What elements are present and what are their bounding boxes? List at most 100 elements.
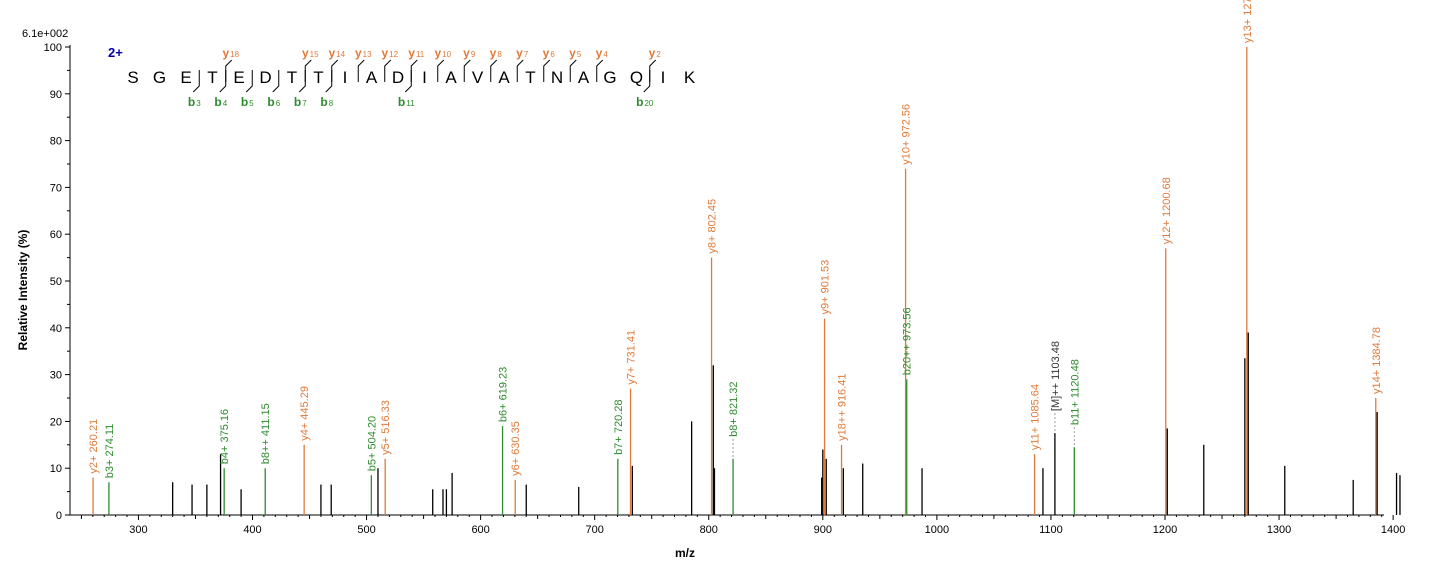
- y-ion-label: y18: [222, 46, 239, 60]
- amino-acid: I: [422, 68, 427, 87]
- y-ion-label: y5: [569, 46, 582, 60]
- peak-label: y5+ 516.33: [380, 400, 392, 455]
- b-ion-label: b8: [320, 95, 333, 109]
- y-ion-letter: y: [302, 46, 309, 60]
- x-tick-label: 1300: [1267, 524, 1291, 536]
- b-ion-letter: b: [267, 95, 274, 109]
- y-ion-letter: y: [222, 46, 229, 60]
- amino-acid: G: [153, 68, 166, 87]
- b-ion-label: b3: [188, 95, 201, 109]
- y-ion-marker: [225, 59, 233, 82]
- amino-acid: S: [127, 68, 138, 87]
- b-ion-number: 20: [644, 99, 653, 108]
- b-ion-marker: [192, 70, 200, 93]
- peak-label: y7+ 731.41: [626, 330, 638, 385]
- y-ion-letter: y: [649, 46, 656, 60]
- y-ion-label: y9: [463, 46, 476, 60]
- x-tick-label: 1400: [1381, 524, 1405, 536]
- b-ion-number: 7: [302, 99, 307, 108]
- y-ion-marker: [437, 59, 445, 82]
- peak-label: y9+ 901.53: [820, 260, 832, 315]
- y-ion-label: y8: [490, 46, 503, 60]
- y-ion-label: y7: [516, 46, 529, 60]
- x-tick-label: 400: [243, 524, 261, 536]
- y-ion-letter: y: [434, 46, 441, 60]
- amino-acid: A: [366, 68, 378, 87]
- y-ion-marker: [384, 59, 392, 82]
- y-ion-number: 15: [310, 50, 319, 59]
- b-ion-marker: [298, 70, 306, 93]
- y-tick-label: 70: [50, 182, 62, 194]
- y-ion-marker: [649, 59, 657, 82]
- peak-label: y18++ 916.41: [837, 374, 849, 441]
- b-ion-number: 6: [276, 99, 281, 108]
- x-tick-label: 300: [129, 524, 147, 536]
- b-ion-marker: [272, 70, 280, 93]
- y-ion-number: 11: [416, 50, 425, 59]
- y-ion-marker: [304, 59, 312, 82]
- b-ion-label: b7: [294, 95, 307, 109]
- y-ion-marker: [410, 59, 418, 82]
- b-ion-letter: b: [214, 95, 221, 109]
- y-ion-letter: y: [463, 46, 470, 60]
- y-tick-label: 30: [50, 370, 62, 382]
- amino-acid: K: [684, 68, 696, 87]
- b-ion-label: b20: [636, 95, 654, 109]
- x-tick-label: 800: [700, 524, 718, 536]
- y-ion-number: 4: [603, 50, 608, 59]
- y-tick-label: 0: [56, 510, 62, 522]
- y-tick-label: 80: [50, 136, 62, 148]
- peak-label: b3+ 274.11: [104, 424, 116, 479]
- y-ion-number: 8: [497, 50, 502, 59]
- peak-label: y8+ 802.45: [707, 199, 719, 254]
- y-ion-number: 7: [524, 50, 529, 59]
- peak-label: b4+ 375.16: [219, 409, 231, 464]
- y-ion-letter: y: [543, 46, 550, 60]
- y-ion-marker: [331, 59, 339, 82]
- y-tick-label: 100: [44, 42, 62, 54]
- amino-acid: A: [578, 68, 590, 87]
- y-ion-label: y14: [328, 46, 345, 60]
- intensity-scale-label: 6.1e+002: [22, 28, 68, 40]
- y-tick-label: 50: [50, 276, 62, 288]
- amino-acid: T: [313, 68, 323, 87]
- y-ion-number: 2: [656, 50, 661, 59]
- y-ion-number: 5: [577, 50, 582, 59]
- y-axis-label: Relative Intensity (%): [16, 230, 30, 351]
- b-ion-marker: [219, 70, 227, 93]
- y-ion-marker: [490, 59, 498, 82]
- y-tick-label: 40: [50, 323, 62, 335]
- y-ion-label: y2: [649, 46, 662, 60]
- x-tick-label: 900: [814, 524, 832, 536]
- y-ion-label: y10: [434, 46, 451, 60]
- y-ion-label: y13: [355, 46, 372, 60]
- peptide-sequence-annotation: 2+S G E T E D T T I A D I A V A T N A G Q I Kb3 b4 b5 b6 b7 b8 b11 b…: [108, 45, 696, 109]
- y-ion-number: 9: [471, 50, 476, 59]
- y-ion-marker: [569, 59, 577, 82]
- y-tick-label: 60: [50, 229, 62, 241]
- amino-acid: E: [180, 68, 191, 87]
- b-ion-number: 11: [406, 99, 415, 108]
- b-ion-number: 5: [249, 99, 254, 108]
- b-ion-number: 3: [196, 99, 201, 108]
- x-tick-label: 500: [357, 524, 375, 536]
- b-ion-letter: b: [398, 95, 405, 109]
- peak-label: y14+ 1384.78: [1371, 327, 1383, 394]
- peak-label: b8+ 821.32: [728, 381, 740, 436]
- amino-acid: N: [551, 68, 563, 87]
- b-ion-marker: [643, 70, 651, 93]
- amino-acid: T: [287, 68, 297, 87]
- amino-acid: I: [343, 68, 348, 87]
- y-ion-number: 13: [363, 50, 372, 59]
- peak-label: b20++ 973.56: [902, 307, 914, 375]
- amino-acid: T: [525, 68, 535, 87]
- peak-label: y13+ 1271.73: [1242, 0, 1254, 43]
- y-ion-marker: [357, 59, 365, 82]
- y-tick-label: 10: [50, 463, 62, 475]
- peak-label: b11+ 1120.48: [1069, 359, 1081, 425]
- amino-acid: Q: [630, 68, 643, 87]
- b-ion-marker: [404, 70, 412, 93]
- y-ion-letter: y: [569, 46, 576, 60]
- y-ion-marker: [543, 59, 551, 82]
- axes: 0 10 20 30 40 50 60 70 80 90 100 300 400 500 600 700 800…: [44, 42, 1406, 536]
